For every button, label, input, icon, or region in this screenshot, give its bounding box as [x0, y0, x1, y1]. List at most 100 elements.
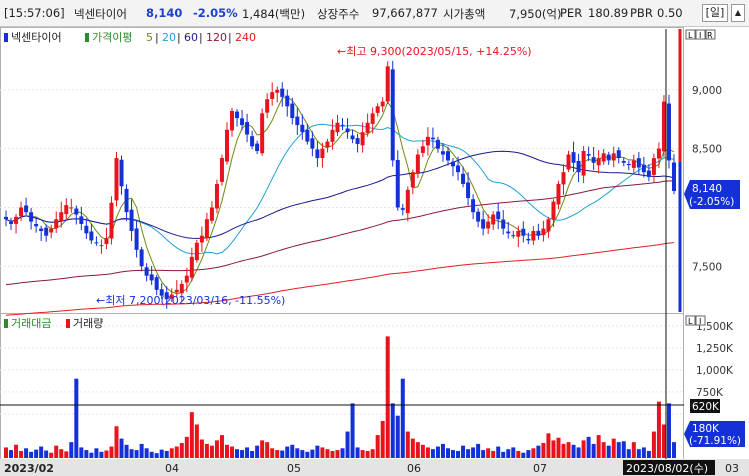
- candle-body: [214, 183, 219, 209]
- legend-ma-60: 60: [184, 31, 198, 44]
- candle-body: [626, 163, 631, 166]
- volume-bar: [521, 452, 526, 458]
- candle-body: [365, 122, 370, 133]
- volume-bar: [451, 450, 456, 458]
- volume-bar: [300, 450, 305, 458]
- legend-stock-name: 넥센타이어: [11, 31, 62, 44]
- volume-bar: [435, 446, 440, 458]
- candle-body: [320, 148, 325, 159]
- candle-body: [119, 159, 124, 187]
- volume-bar: [456, 450, 461, 458]
- candle-body: [420, 146, 425, 153]
- volume-corner-button-l[interactable]: [685, 315, 696, 326]
- current-price-value: 8,140: [692, 183, 722, 195]
- volume-bar: [440, 443, 445, 458]
- volume-bar: [9, 450, 14, 458]
- volume-bar: [672, 442, 676, 458]
- volume-tick-label: 1,000K: [696, 365, 734, 377]
- volume-bar: [174, 446, 179, 458]
- candle-body: [255, 143, 260, 151]
- volume-bar: [164, 450, 169, 458]
- candle-body: [305, 129, 310, 142]
- price-gridlines: [0, 89, 684, 267]
- volume-marker-label: 620K: [692, 401, 720, 413]
- volume-corner-button-i-label: I: [699, 317, 701, 326]
- candle-body: [79, 216, 84, 224]
- volume-corner-button-i[interactable]: [695, 315, 706, 326]
- date-label-may: 05: [287, 462, 301, 475]
- candle-body: [661, 101, 666, 152]
- corner-button-i[interactable]: [695, 29, 706, 40]
- header-price: 8,140: [146, 6, 183, 20]
- legend-volume: 거래량: [73, 317, 103, 330]
- header-trade-amount: 1,484(백만): [242, 7, 306, 21]
- volume-bar: [315, 445, 320, 458]
- high-price-annotation: ←최고 9,300(2023/05/15, +14.25%): [337, 45, 532, 58]
- volume-bar: [601, 442, 606, 458]
- candle-body: [531, 231, 536, 241]
- candle-body: [370, 113, 375, 124]
- volume-bar: [280, 450, 285, 458]
- candle-body: [265, 99, 270, 113]
- candle-body: [99, 245, 104, 247]
- candle-body: [44, 227, 49, 236]
- corner-button-r[interactable]: [705, 29, 716, 40]
- volume-bar: [114, 426, 119, 458]
- volume-bar: [626, 449, 631, 458]
- legend-series-swatch: [4, 33, 8, 42]
- ma-line-5: [5, 96, 675, 295]
- volume-bar: [39, 446, 44, 458]
- volume-bar: [576, 447, 581, 458]
- candle-body: [74, 208, 79, 215]
- legend-ma-label: 가격이평: [92, 31, 132, 44]
- candle-body: [315, 149, 320, 159]
- price-panel-frame: [0, 27, 684, 314]
- current-volume-value: 180K: [692, 423, 720, 435]
- candle-body: [144, 267, 149, 276]
- candle-body: [646, 170, 651, 177]
- volume-bar: [360, 450, 365, 458]
- volume-bar: [651, 431, 656, 458]
- volume-bar: [245, 447, 250, 458]
- volume-bar: [69, 442, 74, 458]
- corner-button-l[interactable]: [685, 29, 696, 40]
- candle-body: [9, 221, 14, 224]
- legend-volume-swatch: [66, 319, 70, 328]
- candle-body: [430, 137, 435, 140]
- period-daily-button[interactable]: [일]: [702, 4, 728, 22]
- current-volume-label: 180K (-71.91%): [684, 421, 745, 447]
- volume-bar: [219, 435, 224, 458]
- candle-body: [536, 230, 541, 236]
- volume-bar: [656, 401, 661, 458]
- candle-body: [290, 103, 295, 119]
- volume-bar: [59, 449, 64, 458]
- candle-body: [526, 238, 531, 241]
- scroll-up-button[interactable]: ▲: [731, 4, 745, 22]
- volume-bar: [109, 446, 114, 458]
- candle-body: [516, 231, 521, 237]
- cursor-date-label: 2023/08/02(수): [626, 462, 708, 475]
- current-price-label: 8,140 (-2.05%): [684, 180, 740, 209]
- candle-body: [164, 292, 169, 300]
- price-panel-corner-buttons[interactable]: L I R: [685, 29, 716, 40]
- cursor-date-label-bg: [623, 460, 715, 475]
- candle-body: [275, 89, 280, 93]
- volume-bar: [149, 451, 154, 458]
- candle-body: [440, 151, 445, 155]
- header-stock-name: 넥센타이어: [74, 7, 127, 21]
- volume-panel-corner-buttons[interactable]: L I: [685, 315, 706, 326]
- candle-body: [325, 141, 330, 148]
- candle-body: [551, 201, 556, 220]
- candle-body: [4, 216, 8, 220]
- candle-body: [184, 275, 189, 283]
- volume-bar: [526, 450, 531, 458]
- volume-bar: [305, 451, 310, 458]
- stock-header-bar: [15:57:06] 넥센타이어 8,140 -2.05% 1,484(백만) …: [0, 0, 749, 27]
- candle-body: [651, 158, 656, 175]
- legend-trade-value: 거래대금: [11, 317, 51, 330]
- stock-chart[interactable]: 7,500 8,500 9,000 750K 1,000K 1,250K 1,500K 넥…: [0, 27, 749, 476]
- candle-body: [219, 158, 224, 182]
- price-tick-label: 8,500: [692, 144, 722, 156]
- volume-bar: [395, 415, 400, 458]
- volume-bar: [134, 450, 139, 458]
